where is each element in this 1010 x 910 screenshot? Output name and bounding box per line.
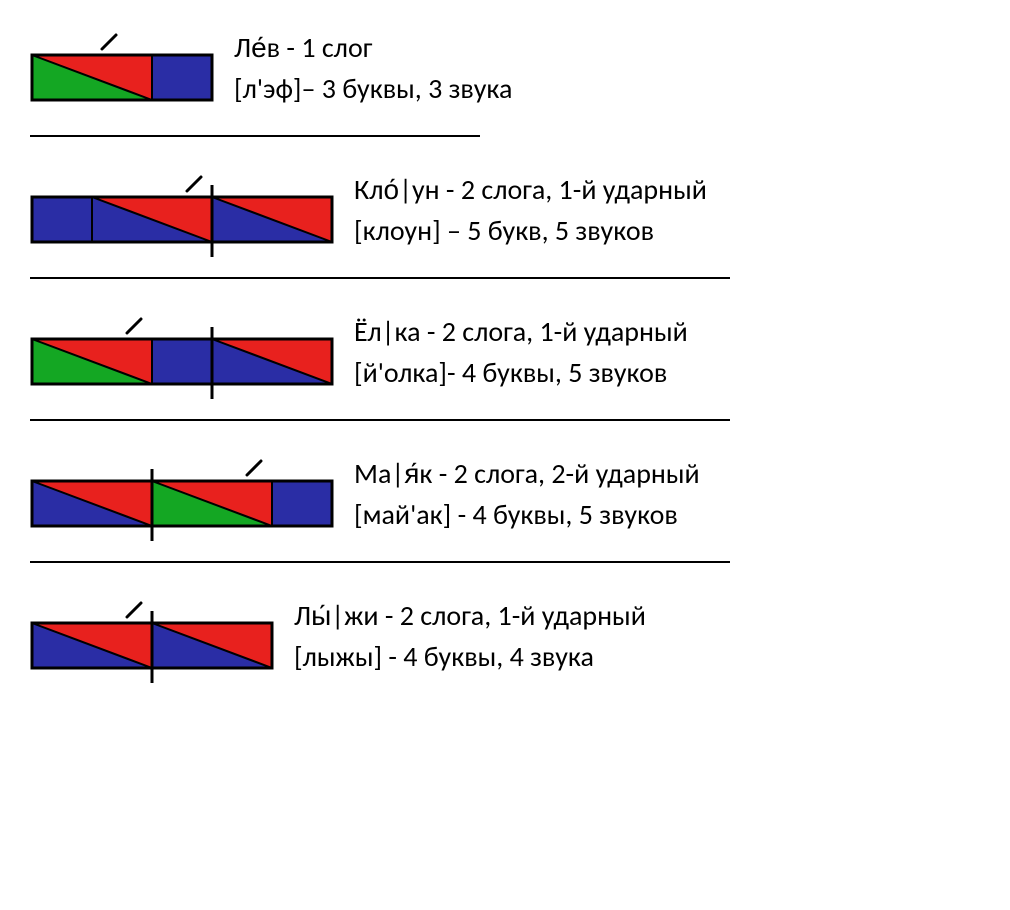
word-syllable-line: Ёл|ка - 2 слога, 1-й ударный [354, 314, 688, 349]
word-syllable-line: Кло́|ун - 2 слога, 1-й ударный [354, 172, 707, 207]
transcription-line: [клоун] – 5 букв, 5 звуков [354, 213, 707, 248]
divider [30, 561, 730, 563]
phonetic-diagram [30, 30, 214, 120]
word-entry: Ёл|ка - 2 слога, 1-й ударный [й'олка]- 4 … [30, 304, 980, 404]
divider [30, 419, 730, 421]
diagram-container [30, 446, 334, 546]
text-container: Ёл|ка - 2 слога, 1-й ударный [й'олка]- 4 … [354, 304, 688, 390]
diagram-container [30, 304, 334, 404]
text-container: Кло́|ун - 2 слога, 1-й ударный [клоун] – … [354, 162, 707, 248]
text-container: Ма|я́к - 2 слога, 2-й ударный [май'ак] - … [354, 446, 700, 532]
word-syllable-line: Лы́|жи - 2 слога, 1-й ударный [294, 598, 646, 633]
transcription-line: [й'олка]- 4 буквы, 5 звуков [354, 355, 688, 390]
word-syllable-line: Ма|я́к - 2 слога, 2-й ударный [354, 456, 700, 491]
phonetic-diagram [30, 314, 334, 404]
word-entry: Лы́|жи - 2 слога, 1-й ударный [лыжы] - 4 … [30, 588, 980, 688]
divider [30, 277, 730, 279]
word-syllable-line: Ле́в - 1 слог [234, 30, 512, 65]
diagram-container [30, 162, 334, 262]
phonetic-diagram [30, 172, 334, 262]
transcription-line: [май'ак] - 4 буквы, 5 звуков [354, 497, 700, 532]
transcription-line: [лыжы] - 4 буквы, 4 звука [294, 639, 646, 674]
divider [30, 135, 480, 137]
transcription-line: [л'эф]– 3 буквы, 3 звука [234, 71, 512, 106]
diagram-container [30, 588, 274, 688]
diagram-container [30, 20, 214, 120]
text-container: Лы́|жи - 2 слога, 1-й ударный [лыжы] - 4 … [294, 588, 646, 674]
phonetic-diagram [30, 598, 274, 688]
phonetic-diagram [30, 456, 334, 546]
word-entry: Ле́в - 1 слог [л'эф]– 3 буквы, 3 звука [30, 20, 980, 120]
word-entry: Ма|я́к - 2 слога, 2-й ударный [май'ак] - … [30, 446, 980, 546]
word-entry: Кло́|ун - 2 слога, 1-й ударный [клоун] – … [30, 162, 980, 262]
text-container: Ле́в - 1 слог [л'эф]– 3 буквы, 3 звука [234, 20, 512, 106]
